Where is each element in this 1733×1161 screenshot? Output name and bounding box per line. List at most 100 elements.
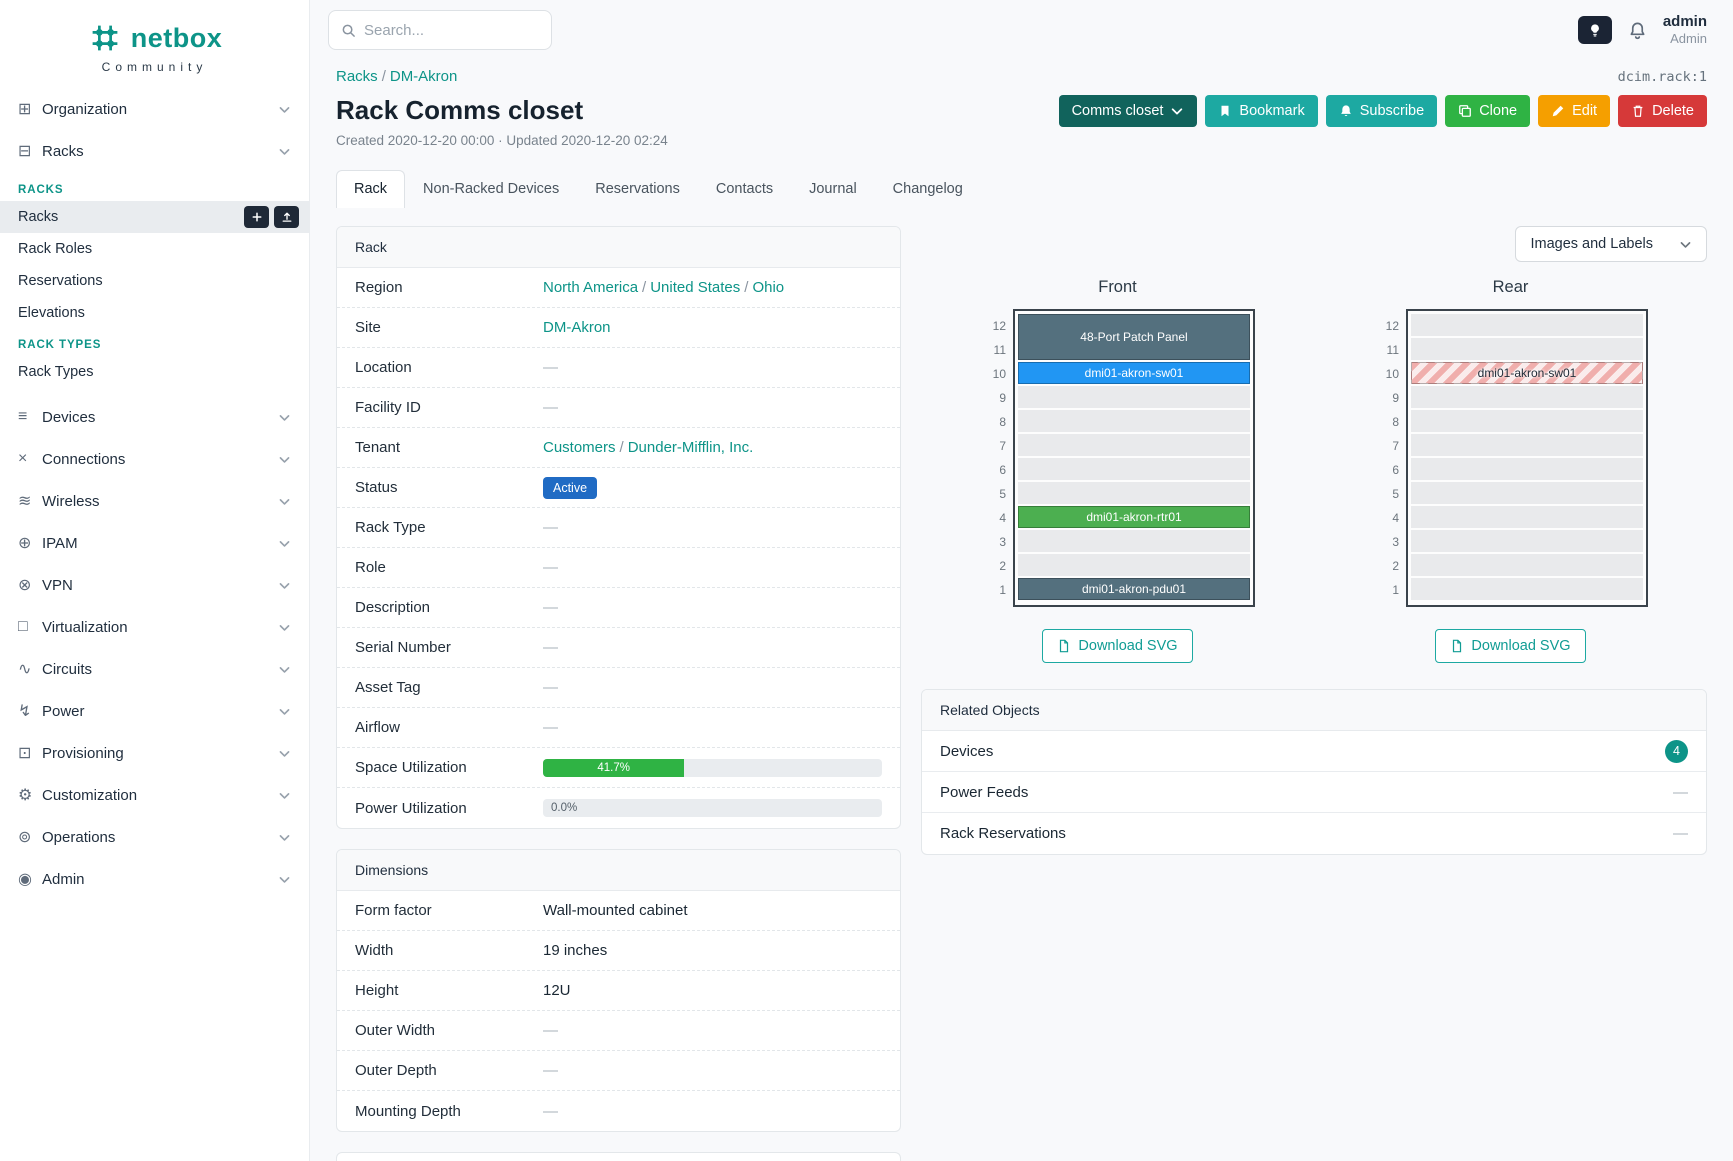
site-link[interactable]: DM-Akron bbox=[543, 319, 611, 336]
sidebar-item-elevations[interactable]: Elevations bbox=[0, 297, 309, 329]
sidebar-item-power[interactable]: ↯ Power bbox=[0, 690, 309, 732]
unit-number: 5 bbox=[999, 487, 1006, 501]
sidebar-item-virtualization[interactable]: □ Virtualization bbox=[0, 606, 309, 648]
rack-unit-empty[interactable] bbox=[1018, 386, 1250, 408]
tenant-group-link[interactable]: Customers bbox=[543, 439, 616, 456]
related-row-rack-reservations[interactable]: Rack Reservations — bbox=[922, 813, 1706, 854]
netbox-brand[interactable]: netbox Community bbox=[0, 14, 309, 88]
related-row-devices[interactable]: Devices 4 bbox=[922, 731, 1706, 772]
rack-unit-empty[interactable] bbox=[1018, 458, 1250, 480]
tab-reservations[interactable]: Reservations bbox=[595, 181, 680, 197]
related-row-power-feeds[interactable]: Power Feeds — bbox=[922, 772, 1706, 813]
rack-unit-empty[interactable] bbox=[1411, 506, 1643, 528]
sidebar-item-racks[interactable]: ⊟ Racks bbox=[0, 130, 309, 172]
chevron-down-icon bbox=[278, 537, 291, 550]
info-value: Wall-mounted cabinet bbox=[543, 902, 688, 919]
sidebar-item-rack-roles[interactable]: Rack Roles bbox=[0, 233, 309, 265]
info-label: Facility ID bbox=[355, 399, 421, 416]
add-rack-button[interactable] bbox=[244, 206, 269, 228]
sidebar-item-reservations[interactable]: Reservations bbox=[0, 265, 309, 297]
region-link[interactable]: North America bbox=[543, 279, 639, 296]
rack-device-patch-panel[interactable]: 48-Port Patch Panel bbox=[1018, 314, 1250, 360]
theme-toggle-button[interactable] bbox=[1577, 16, 1612, 44]
sidebar-item-racks-list[interactable]: Racks bbox=[0, 201, 309, 233]
rack-unit-empty[interactable] bbox=[1411, 434, 1643, 456]
rack-unit-empty[interactable] bbox=[1411, 386, 1643, 408]
images-and-labels-dropdown[interactable]: Images and Labels bbox=[1515, 226, 1707, 262]
info-value: — bbox=[543, 1062, 558, 1079]
subscribe-button[interactable]: Subscribe bbox=[1325, 95, 1438, 127]
download-svg-front-button[interactable]: Download SVG bbox=[1042, 629, 1193, 663]
sidebar-item-label: Racks bbox=[42, 142, 84, 160]
rack-unit-empty[interactable] bbox=[1411, 554, 1643, 576]
rack-unit-empty[interactable] bbox=[1411, 458, 1643, 480]
rack-device-pdu[interactable]: dmi01-akron-pdu01 bbox=[1018, 578, 1250, 600]
dimensions-card-title: Dimensions bbox=[337, 850, 900, 891]
file-icon bbox=[1057, 639, 1071, 653]
info-value: 12U bbox=[543, 982, 571, 999]
info-value: 19 inches bbox=[543, 942, 608, 959]
tenant-link[interactable]: Dunder-Mifflin, Inc. bbox=[627, 439, 754, 456]
rack-unit-empty[interactable] bbox=[1411, 482, 1643, 504]
search-box[interactable] bbox=[328, 10, 552, 50]
rack-unit-empty[interactable] bbox=[1411, 410, 1643, 432]
racks-submenu: RACKS Racks Rack Roles Reservations Elev… bbox=[0, 172, 309, 396]
sidebar-item-vpn[interactable]: ⊗ VPN bbox=[0, 564, 309, 606]
unit-number: 4 bbox=[1392, 511, 1399, 525]
rack-device-switch-rear[interactable]: dmi01-akron-sw01 bbox=[1411, 362, 1643, 384]
sidebar-item-operations[interactable]: ⊚ Operations bbox=[0, 816, 309, 858]
rack-device-switch-front[interactable]: dmi01-akron-sw01 bbox=[1018, 362, 1250, 384]
delete-button[interactable]: Delete bbox=[1618, 95, 1707, 127]
space-utilization-bar: 41.7% bbox=[543, 758, 882, 777]
info-value: — bbox=[543, 519, 558, 536]
search-input[interactable] bbox=[364, 21, 539, 39]
tab-rack[interactable]: Rack bbox=[336, 170, 406, 208]
rack-unit-empty[interactable] bbox=[1018, 410, 1250, 432]
sidebar-item-admin[interactable]: ◉ Admin bbox=[0, 858, 309, 900]
rack-unit-empty[interactable] bbox=[1018, 530, 1250, 552]
edit-button[interactable]: Edit bbox=[1538, 95, 1611, 127]
rack-unit-empty[interactable] bbox=[1411, 314, 1643, 336]
import-racks-button[interactable] bbox=[274, 206, 299, 228]
sidebar-item-organization[interactable]: ⊞ Organization bbox=[0, 88, 309, 130]
sidebar-item-provisioning[interactable]: ⊡ Provisioning bbox=[0, 732, 309, 774]
sidebar-item-wireless[interactable]: ≋ Wireless bbox=[0, 480, 309, 522]
tab-journal[interactable]: Journal bbox=[809, 181, 857, 197]
bookmark-button[interactable]: Bookmark bbox=[1205, 95, 1318, 127]
info-row-facility-id: Facility ID — bbox=[337, 388, 900, 428]
info-value: — bbox=[543, 599, 558, 616]
info-label: Status bbox=[355, 479, 398, 496]
config-dropdown-button[interactable]: Comms closet bbox=[1058, 95, 1198, 127]
breadcrumb-site[interactable]: DM-Akron bbox=[389, 68, 458, 85]
rack-unit-empty[interactable] bbox=[1018, 434, 1250, 456]
status-badge: Active bbox=[543, 476, 598, 499]
sidebar-item-rack-types[interactable]: Rack Types bbox=[0, 356, 309, 388]
sidebar-item-circuits[interactable]: ∿ Circuits bbox=[0, 648, 309, 690]
sidebar-item-devices[interactable]: ≡ Devices bbox=[0, 396, 309, 438]
sidebar-item-label: Admin bbox=[42, 870, 85, 888]
info-label: Rack Type bbox=[355, 519, 426, 536]
dimensions-card: Dimensions Form factor Wall-mounted cabi… bbox=[336, 849, 901, 1132]
breadcrumb-racks[interactable]: Racks bbox=[336, 68, 378, 85]
rack-unit-empty[interactable] bbox=[1411, 530, 1643, 552]
tab-contacts[interactable]: Contacts bbox=[715, 181, 774, 197]
notifications-button[interactable] bbox=[1628, 21, 1647, 40]
download-svg-rear-button[interactable]: Download SVG bbox=[1435, 629, 1586, 663]
sidebar-item-connections[interactable]: × Connections bbox=[0, 438, 309, 480]
rack-unit-empty[interactable] bbox=[1018, 554, 1250, 576]
rack-unit-empty[interactable] bbox=[1411, 578, 1643, 600]
user-menu[interactable]: admin Admin bbox=[1663, 13, 1707, 48]
virtualization-icon: □ bbox=[18, 618, 28, 635]
region-link[interactable]: United States bbox=[650, 279, 741, 296]
tab-non-racked-devices[interactable]: Non-Racked Devices bbox=[423, 181, 560, 197]
chevron-down-icon bbox=[278, 873, 291, 886]
rack-unit-empty[interactable] bbox=[1018, 482, 1250, 504]
power-icon: ↯ bbox=[18, 703, 32, 720]
tab-changelog[interactable]: Changelog bbox=[892, 181, 963, 197]
clone-button[interactable]: Clone bbox=[1445, 95, 1531, 127]
region-link[interactable]: Ohio bbox=[752, 279, 785, 296]
sidebar-item-customization[interactable]: ⚙ Customization bbox=[0, 774, 309, 816]
rack-device-router[interactable]: dmi01-akron-rtr01 bbox=[1018, 506, 1250, 528]
rack-unit-empty[interactable] bbox=[1411, 338, 1643, 360]
sidebar-item-ipam[interactable]: ⊕ IPAM bbox=[0, 522, 309, 564]
